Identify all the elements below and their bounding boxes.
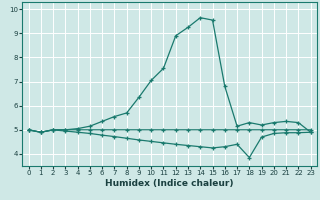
X-axis label: Humidex (Indice chaleur): Humidex (Indice chaleur) xyxy=(105,179,234,188)
